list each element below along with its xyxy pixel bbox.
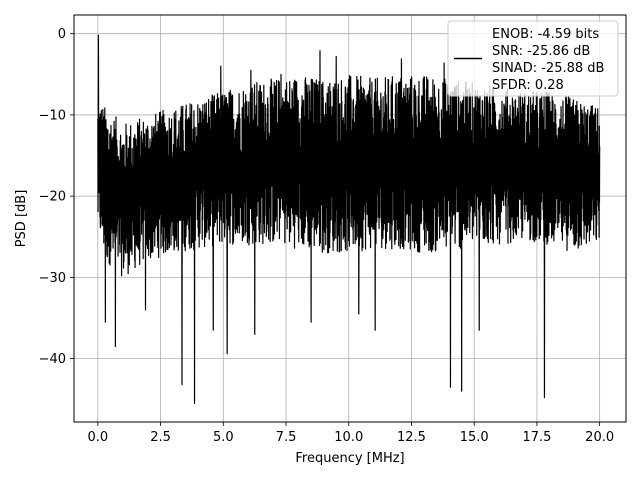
legend-entry-snr: SNR: -25.86 dB [492,44,590,59]
y-tick-label: 0 [58,27,66,42]
y-axis-label: PSD [dB] [14,190,29,248]
legend-entry-enob: ENOB: -4.59 bits [492,27,599,42]
x-tick-label: 10.0 [334,430,363,445]
y-axis: 0 −10 −20 −30 −40 [39,27,74,367]
x-tick-label: 12.5 [397,430,426,445]
plot-area [97,34,601,404]
y-tick-label: −40 [39,352,66,367]
y-tick-label: −10 [39,108,66,123]
x-tick-label: 7.5 [276,430,297,445]
x-tick-label: 17.5 [522,430,551,445]
y-tick-label: −20 [39,190,66,205]
x-tick-label: 2.5 [150,430,171,445]
x-axis: 0.0 2.5 5.0 7.5 10.0 12.5 15.0 17.5 20.0 [87,422,614,445]
x-tick-label: 20.0 [585,430,614,445]
legend: ENOB: -4.59 bits SNR: -25.86 dB SINAD: -… [447,20,619,97]
legend-box [447,20,619,97]
y-tick-label: −30 [39,271,66,286]
psd-series-line [97,34,601,404]
legend-entry-sfdr: SFDR: 0.28 [492,78,564,93]
x-axis-label: Frequency [MHz] [295,451,404,466]
x-tick-label: 5.0 [213,430,234,445]
legend-entry-sinad: SINAD: -25.88 dB [492,61,604,76]
x-tick-label: 0.0 [87,430,108,445]
x-tick-label: 15.0 [460,430,489,445]
axes-frame [73,14,627,423]
